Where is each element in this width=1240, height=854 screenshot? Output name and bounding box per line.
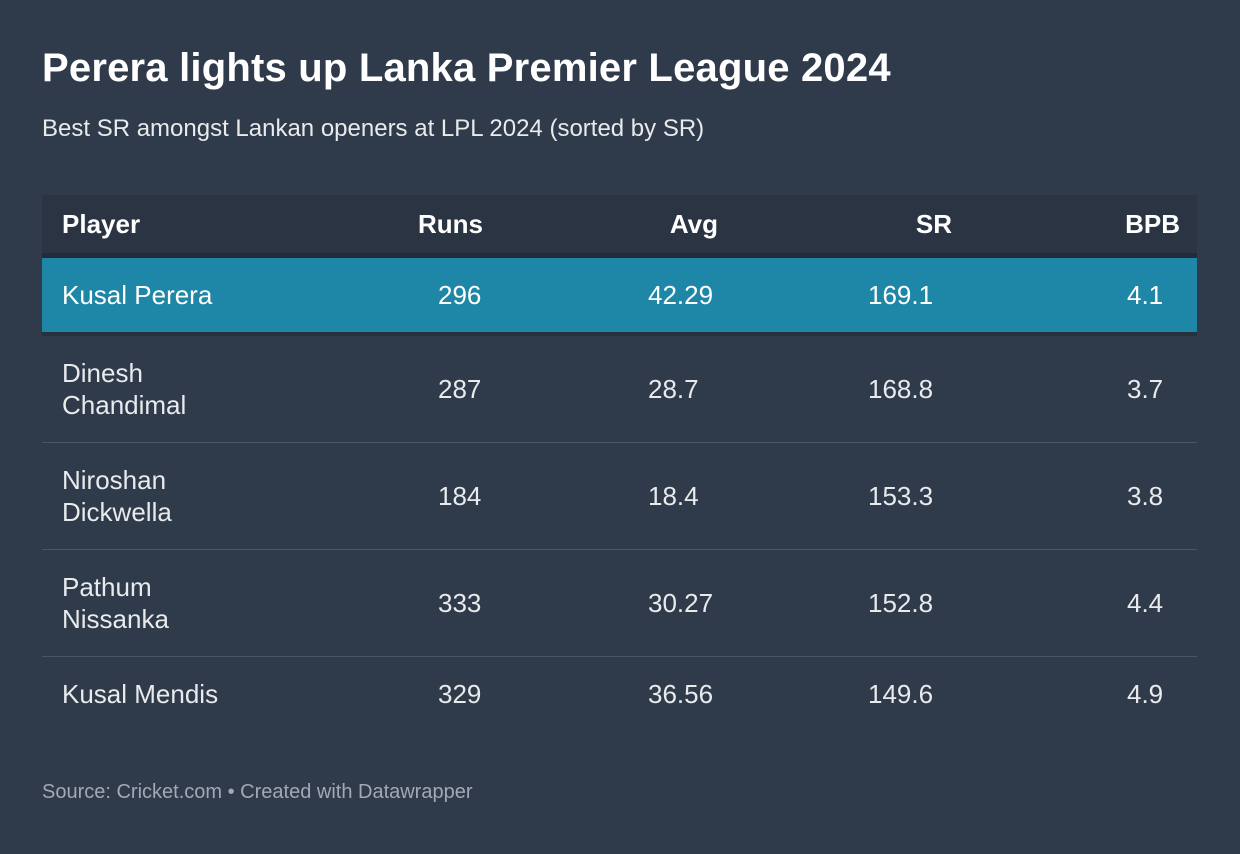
column-header-sr: SR <box>915 208 952 239</box>
avg-value: 18.4 <box>648 481 699 511</box>
page-title: Perera lights up Lanka Premier League 20… <box>42 46 891 90</box>
avg-value: 42.29 <box>648 280 714 310</box>
column-header-runs: Runs <box>418 208 483 239</box>
runs-value: 296 <box>438 280 482 310</box>
avg-value: 28.7 <box>648 374 699 404</box>
avg-value: 36.56 <box>648 679 714 709</box>
runs-value: 184 <box>438 481 482 511</box>
runs-value: 333 <box>438 588 482 618</box>
runs-value: 287 <box>438 374 482 404</box>
bpb-value: 3.7 <box>1127 374 1164 404</box>
player-name: Pathum Nissanka <box>62 572 169 634</box>
bpb-value: 4.4 <box>1127 588 1164 618</box>
bpb-value: 4.9 <box>1127 679 1164 709</box>
sr-value: 149.6 <box>868 679 934 709</box>
table-row: Pathum Nissanka 333 30.27 152.8 4.4 <box>42 550 1197 657</box>
player-name: Dinesh Chandimal <box>62 358 187 420</box>
player-name: Kusal Mendis <box>62 679 219 709</box>
table-row: Dinesh Chandimal 287 28.7 168.8 3.7 <box>42 336 1197 443</box>
column-header-avg: Avg <box>669 208 718 239</box>
table-row: Niroshan Dickwella 184 18.4 153.3 3.8 <box>42 443 1197 550</box>
data-table: Player Runs Avg SR BPB Kusal Perera 296 … <box>42 195 1197 731</box>
runs-value: 329 <box>438 679 482 709</box>
table-row: Kusal Mendis 329 36.56 149.6 4.9 <box>42 657 1197 731</box>
table-row-highlighted: Kusal Perera 296 42.29 169.1 4.1 <box>42 258 1197 336</box>
column-header-player: Player <box>62 208 141 239</box>
player-name: Niroshan Dickwella <box>62 465 172 527</box>
player-name: Kusal Perera <box>62 280 213 310</box>
table-header-row: Player Runs Avg SR BPB <box>42 195 1197 258</box>
sr-value: 169.1 <box>868 280 934 310</box>
avg-value: 30.27 <box>648 588 714 618</box>
source-attribution: Source: Cricket.com • Created with Dataw… <box>42 781 473 803</box>
page-subtitle: Best SR amongst Lankan openers at LPL 20… <box>42 115 705 142</box>
bpb-value: 4.1 <box>1127 280 1164 310</box>
column-header-bpb: BPB <box>1125 208 1180 239</box>
sr-value: 168.8 <box>868 374 934 404</box>
sr-value: 152.8 <box>868 588 934 618</box>
sr-value: 153.3 <box>868 481 934 511</box>
bpb-value: 3.8 <box>1127 481 1164 511</box>
